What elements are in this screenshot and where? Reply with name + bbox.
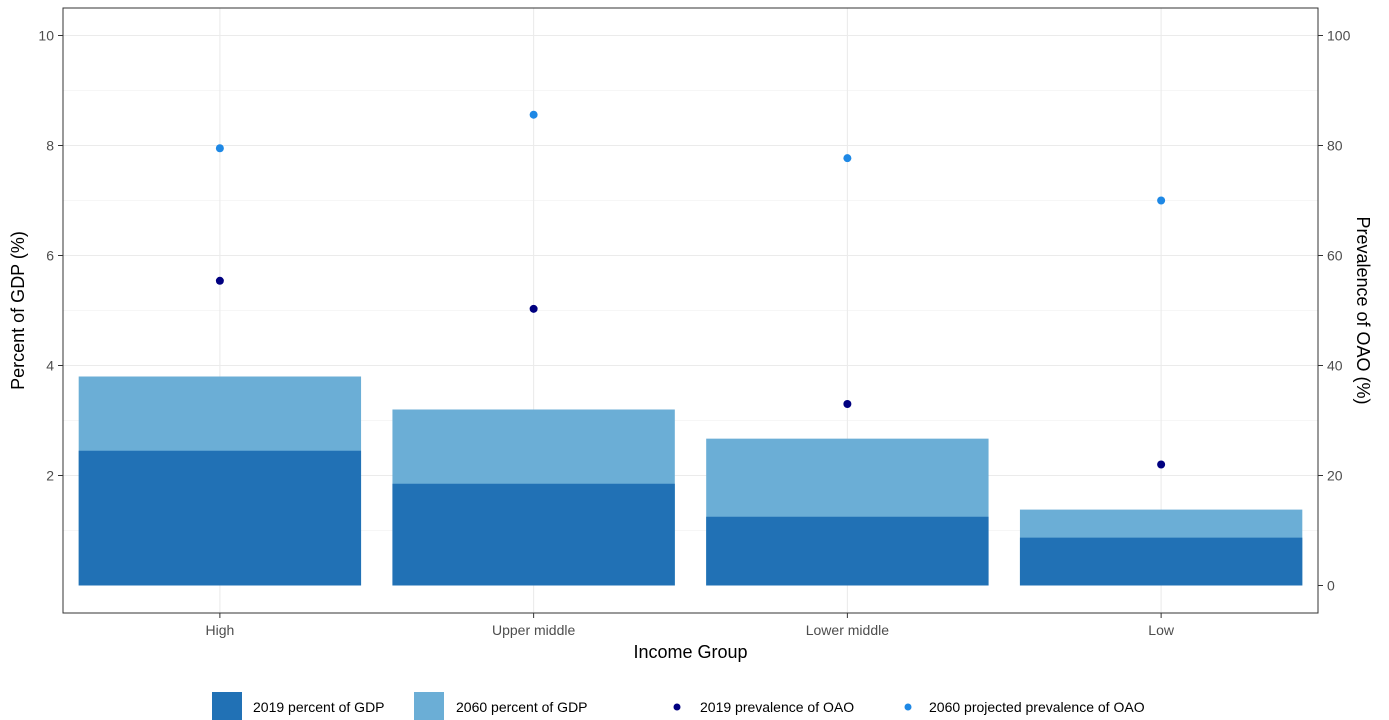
legend-label: 2060 percent of GDP xyxy=(456,699,588,715)
x-axis-title: Income Group xyxy=(633,642,747,662)
legend-key-square xyxy=(414,692,444,720)
y2-tick-label: 100 xyxy=(1327,28,1351,44)
y2-tick-label: 80 xyxy=(1327,138,1343,154)
y2-tick-label: 20 xyxy=(1327,468,1343,484)
x-tick-label: High xyxy=(205,622,234,638)
point-2019-prevalence-of-oao-low xyxy=(1157,460,1166,469)
y-tick-label: 8 xyxy=(46,138,54,154)
y-tick-label: 2 xyxy=(46,468,54,484)
legend: 2019 percent of GDP 2060 percent of GDP 20… xyxy=(212,692,1145,720)
bar-2019-percent-of-gdp-upper-middle xyxy=(392,483,675,586)
legend-label: 2019 prevalence of OAO xyxy=(700,699,854,715)
legend-label: 2019 percent of GDP xyxy=(253,699,385,715)
bars xyxy=(78,376,1303,586)
x-tick-label: Low xyxy=(1148,622,1175,638)
x-tick-label: Lower middle xyxy=(806,622,889,638)
y2-axis-title: Prevalence of OAO (%) xyxy=(1353,216,1373,404)
y2-tick-label: 60 xyxy=(1327,248,1343,264)
panel-border xyxy=(62,7,1319,614)
point-2019-prevalence-of-oao-high xyxy=(215,276,224,285)
y-tick-label: 10 xyxy=(38,28,54,44)
y-axis-title: Percent of GDP (%) xyxy=(8,231,28,390)
point-2019-prevalence-of-oao-lower-middle xyxy=(843,400,852,408)
points xyxy=(215,110,1166,469)
point-2060-projected-prevalence-of-oao-lower-middle xyxy=(843,154,852,163)
point-2019-prevalence-of-oao-upper-middle xyxy=(529,304,538,313)
legend-key-dot xyxy=(673,703,681,711)
legend-label: 2060 projected prevalence of OAO xyxy=(929,699,1145,715)
bar-2019-percent-of-gdp-low xyxy=(1019,537,1303,586)
bar-2019-percent-of-gdp-lower-middle xyxy=(706,516,989,586)
legend-key-dot xyxy=(904,703,912,711)
point-2060-projected-prevalence-of-oao-high xyxy=(215,144,224,153)
y2-tick-label: 0 xyxy=(1327,578,1335,594)
y2-tick-label: 40 xyxy=(1327,358,1343,374)
bar-2019-percent-of-gdp-high xyxy=(78,450,362,586)
y-tick-label: 4 xyxy=(46,358,54,374)
point-2060-projected-prevalence-of-oao-upper-middle xyxy=(529,110,538,119)
point-2060-projected-prevalence-of-oao-low xyxy=(1157,196,1166,205)
x-tick-label: Upper middle xyxy=(492,622,575,638)
legend-key-square xyxy=(212,692,242,720)
y-tick-label: 6 xyxy=(46,248,54,264)
